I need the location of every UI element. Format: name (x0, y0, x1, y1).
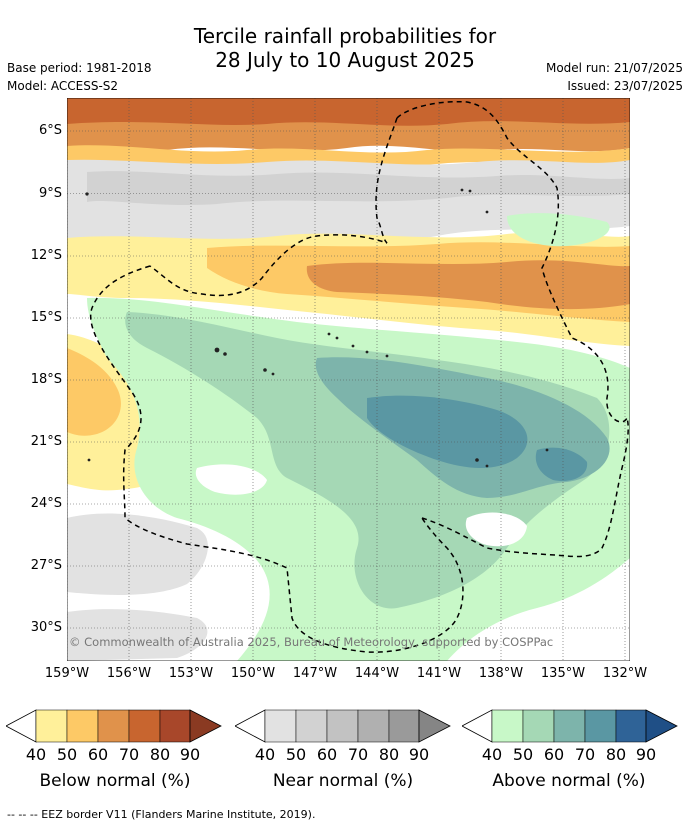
above-normal-colorbar-swatch (584, 709, 617, 743)
lat-label-24s: 24°S (30, 496, 62, 511)
near-normal-colorbar-swatch (357, 709, 390, 743)
map-title: Tercile rainfall probabilities for 28 Ju… (0, 24, 690, 72)
lon-label-135w: 135°W (540, 666, 586, 681)
lat-label-21s: 21°S (30, 434, 62, 449)
above-tick: 60 (543, 745, 565, 764)
lat-label-12s: 12°S (30, 248, 62, 263)
near-normal-colorbar-swatch (264, 709, 297, 743)
near-normal-patch-sw (67, 609, 208, 661)
below-normal-colorbar-swatch (66, 709, 99, 743)
above-normal-colorbar-swatch (522, 709, 555, 743)
eez-kiribati-west (149, 117, 398, 297)
below-normal-band-central-strong (306, 260, 630, 310)
eez-borders (89, 100, 629, 653)
below-normal-colorbar-swatch (97, 709, 130, 743)
lon-label-159w: 159°W (44, 666, 90, 681)
lon-label-141w: 141°W (416, 666, 462, 681)
meta-left: Base period: 1981-2018 Model: ACCESS-S2 (7, 59, 152, 95)
above-tick: 40 (481, 745, 503, 764)
lat-label-15s: 15°S (30, 310, 62, 325)
near-normal-colorbar-swatch (326, 709, 359, 743)
below-normal-band-north-strong (67, 98, 630, 126)
below-normal-colorbar-swatch (159, 709, 191, 743)
above-tick: 70 (574, 745, 596, 764)
title-line-2: 28 July to 10 August 2025 (215, 48, 475, 72)
lon-label-138w: 138°W (478, 666, 524, 681)
lon-label-153w: 153°W (168, 666, 214, 681)
below-normal-west-mid (67, 348, 121, 436)
above-normal-strongest-east (535, 447, 588, 482)
model-run: Model run: 21/07/2025 (545, 61, 683, 75)
lat-label-9s: 9°S (38, 186, 62, 201)
islands (85, 188, 549, 468)
title-line-1: Tercile rainfall probabilities for (193, 24, 497, 48)
near-normal-band-darker (87, 171, 630, 205)
below-normal-colorbar-swatch (128, 709, 161, 743)
below-normal-colorbar (6, 709, 222, 743)
lon-label-150w: 150°W (230, 666, 276, 681)
near-tick: 90 (408, 745, 430, 764)
issued-date: Issued: 23/07/2025 (567, 79, 683, 93)
lon-label-156w: 156°W (106, 666, 152, 681)
near-normal-colorbar-swatch (388, 709, 420, 743)
model-name: Model: ACCESS-S2 (7, 79, 119, 93)
base-period: Base period: 1981-2018 (7, 61, 152, 75)
lon-label-147w: 147°W (292, 666, 338, 681)
below-normal-colorbar-swatch (35, 709, 68, 743)
above-tick: 50 (512, 745, 534, 764)
above-normal-strongest (367, 395, 528, 468)
lat-label-18s: 18°S (30, 372, 62, 387)
lat-label-27s: 27°S (30, 558, 62, 573)
below-tick: 40 (25, 745, 47, 764)
below-tick: 50 (56, 745, 78, 764)
map-copyright: © Commonwealth of Australia 2025, Bureau… (69, 635, 553, 649)
above-normal-label: Above normal (%) (492, 771, 646, 791)
lat-gridlines (67, 130, 630, 629)
white-gap-1 (195, 464, 267, 495)
lon-label-144w: 144°W (354, 666, 400, 681)
near-tick: 40 (254, 745, 276, 764)
white-gap-2 (465, 512, 527, 547)
near-tick: 80 (378, 745, 400, 764)
lat-label-30s: 30°S (30, 620, 62, 635)
above-normal-colorbar-swatch (491, 709, 524, 743)
near-normal-patch-west (67, 513, 208, 595)
near-tick: 50 (285, 745, 307, 764)
above-normal-colorbar-swatch (615, 709, 647, 743)
near-normal-colorbar (235, 709, 451, 743)
below-normal-label: Below normal (%) (39, 771, 191, 791)
below-tick: 60 (87, 745, 109, 764)
meta-right: Model run: 21/07/2025 Issued: 23/07/2025 (546, 59, 683, 95)
above-tick: 90 (635, 745, 657, 764)
lon-label-132w: 132°W (602, 666, 648, 681)
above-normal-colorbar-swatch (553, 709, 586, 743)
probability-map: © Commonwealth of Australia 2025, Bureau… (67, 98, 630, 661)
eez-note: -- -- -- EEZ border V11 (Flanders Marine… (7, 808, 316, 821)
below-tick: 80 (149, 745, 171, 764)
eez-french-polynesia (89, 265, 464, 653)
below-tick: 90 (179, 745, 201, 764)
above-normal-north-patch (507, 213, 610, 247)
eez-line-east (421, 417, 629, 558)
near-normal-colorbar-swatch (295, 709, 328, 743)
above-normal-colorbar (462, 709, 678, 743)
near-normal-label: Near normal (%) (272, 771, 414, 791)
below-tick: 70 (118, 745, 140, 764)
above-tick: 80 (605, 745, 627, 764)
lat-label-6s: 6°S (38, 123, 62, 138)
near-tick: 70 (347, 745, 369, 764)
near-tick: 60 (316, 745, 338, 764)
